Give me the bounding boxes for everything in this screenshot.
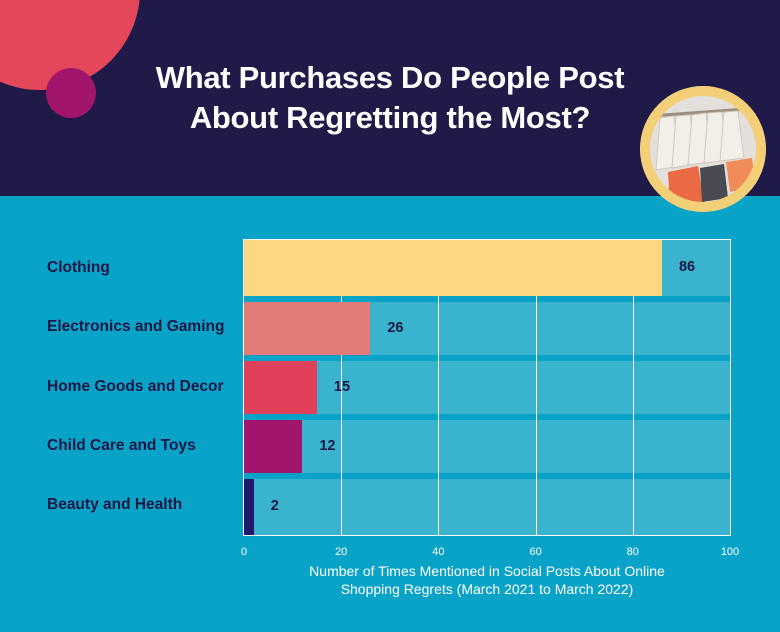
band-separator	[244, 355, 730, 361]
category-label-electronics-and-gaming: Electronics and Gaming	[47, 318, 225, 335]
band-separator	[244, 414, 730, 420]
bar-value-label: 26	[387, 319, 404, 336]
bar-value-label: 15	[333, 378, 351, 395]
decorative-circle-small	[46, 68, 96, 118]
x-tick-label: 40	[432, 546, 445, 558]
x-axis-label: Number of Times Mentioned in Social Post…	[243, 562, 731, 598]
bar	[244, 361, 317, 414]
x-tick-label: 0	[240, 546, 248, 558]
bar	[244, 240, 662, 296]
clothing-rack-photo	[640, 86, 766, 212]
page-title: What Purchases Do People Post About Regr…	[110, 58, 670, 138]
clothing-rack-icon	[640, 86, 766, 212]
gridline	[341, 240, 343, 535]
plot-area: 86 26 15 12 2	[243, 239, 731, 536]
title-line-2: About Regretting the Most?	[189, 100, 591, 135]
x-axis-label-line-1: Number of Times Mentioned in Social Post…	[309, 563, 665, 579]
x-axis-label-line-2: Shopping Regrets (March 2021 to March 20…	[340, 581, 634, 597]
title-line-1: What Purchases Do People Post	[155, 60, 625, 95]
chart-area: Clothing Electronics and Gaming Home Goo…	[0, 196, 780, 632]
x-tick-label: 20	[335, 546, 348, 558]
band-separator	[244, 473, 730, 479]
category-label-home-goods-and-decor: Home Goods and Decor	[47, 378, 224, 395]
bar	[244, 479, 254, 535]
band-separator	[244, 296, 730, 302]
bar-value-label: 86	[678, 259, 696, 275]
bar-value-label: 2	[270, 498, 279, 514]
category-label-beauty-and-health: Beauty and Health	[47, 496, 183, 513]
gridline	[632, 240, 634, 535]
gridline	[535, 240, 537, 535]
category-label-clothing: Clothing	[47, 259, 110, 276]
category-label-child-care-and-toys: Child Care and Toys	[47, 437, 196, 454]
bar	[244, 302, 371, 355]
gridline	[438, 240, 440, 535]
bar	[244, 420, 303, 473]
x-tick-label: 60	[529, 546, 542, 558]
x-tick-label: 100	[720, 546, 740, 558]
bar-value-label: 12	[319, 437, 336, 454]
x-tick-label: 80	[626, 546, 639, 558]
